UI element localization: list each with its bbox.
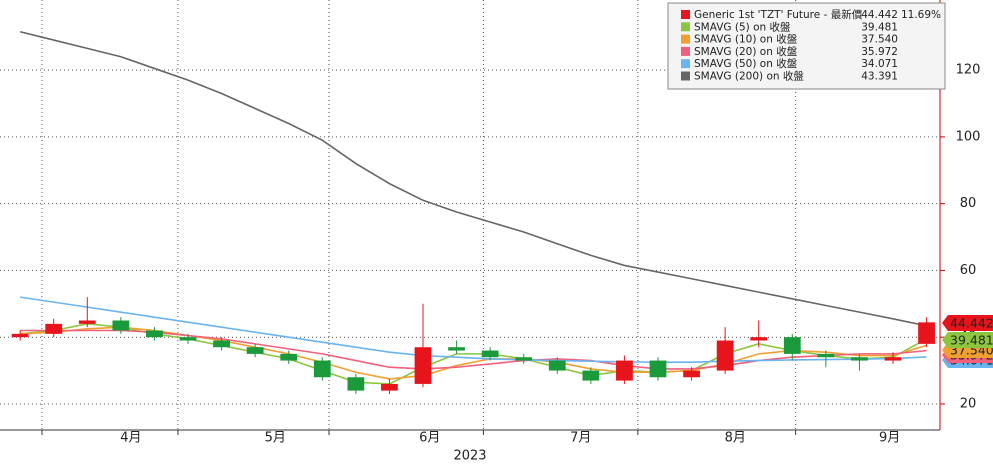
candle-body <box>347 377 365 391</box>
legend-value: 35.972 <box>861 46 898 58</box>
legend-value: 43.391 <box>861 71 898 83</box>
legend: Generic 1st 'TZT' Future - 最新價 44.442 11.6… <box>667 2 946 90</box>
candle-body <box>649 360 667 378</box>
y-tick-label: 60 <box>960 263 977 278</box>
candle-body <box>313 360 331 378</box>
x-tick-label: 9月 <box>879 431 900 446</box>
legend-name: SMAVG (200) on 收盤 <box>694 70 804 83</box>
candle-body <box>448 347 465 351</box>
x-tick-label: 5月 <box>265 431 286 446</box>
ma-line <box>20 329 927 370</box>
candle-body <box>750 337 768 341</box>
ma-line <box>20 326 927 380</box>
x-tick-label: 8月 <box>725 431 746 446</box>
candle-body <box>246 347 264 354</box>
x-tick-label: 4月 <box>120 431 141 446</box>
candle-body <box>280 353 298 361</box>
legend-name: SMAVG (20) on 收盤 <box>694 45 798 58</box>
candle-body <box>582 370 600 381</box>
candle-body <box>884 357 902 361</box>
candle-body <box>851 357 868 361</box>
candle-body <box>683 370 700 378</box>
candle-body <box>515 357 533 361</box>
candle-body <box>45 323 63 334</box>
legend-swatch <box>681 46 690 56</box>
candle-body <box>78 320 96 324</box>
ma-line <box>20 296 927 364</box>
price-tag <box>942 315 993 331</box>
x-tick-label: 7月 <box>570 431 591 446</box>
legend-swatch <box>681 71 690 81</box>
y-tick-label: 20 <box>960 396 977 411</box>
price-tag-label: 39.481 <box>950 333 993 348</box>
y-tick-label: 100 <box>956 129 981 144</box>
legend-swatch <box>681 10 690 19</box>
legend-box <box>667 2 946 90</box>
candle-body <box>918 322 935 344</box>
legend-value: 39.481 <box>861 21 898 33</box>
candle-body <box>213 340 230 348</box>
legend-change: 11.69% <box>901 9 941 21</box>
legend-name: SMAVG (50) on 收盤 <box>694 57 798 70</box>
candle-body <box>112 320 130 331</box>
price-tag <box>942 332 993 348</box>
candle-body <box>548 360 566 371</box>
candle-body <box>381 383 398 391</box>
legend-name: Generic 1st 'TZT' Future - 最新價 <box>694 8 863 21</box>
candle-body <box>179 337 197 341</box>
legend-value: 44.442 <box>861 9 898 21</box>
legend-swatch <box>681 22 690 32</box>
y-tick-label: 80 <box>960 196 977 211</box>
candle-body <box>481 350 499 358</box>
legend-name: SMAVG (10) on 收盤 <box>694 33 798 46</box>
candle-body <box>146 330 163 338</box>
candle-body <box>817 353 835 358</box>
candle-body <box>616 360 633 381</box>
x-axis-label: 2023 <box>453 449 486 464</box>
candle-body <box>716 340 734 371</box>
x-tick-label: 6月 <box>419 431 440 446</box>
candle-body <box>783 337 801 354</box>
legend-swatch <box>681 59 690 69</box>
candle-body <box>11 333 29 338</box>
candle-body <box>414 347 432 384</box>
y-tick-label: 120 <box>956 63 981 78</box>
legend-value: 37.540 <box>861 34 898 46</box>
ma-line <box>20 323 927 385</box>
legend-swatch <box>681 34 690 44</box>
legend-value: 34.071 <box>861 58 898 70</box>
price-tag-label: 44.442 <box>950 316 993 331</box>
ma-line <box>19 30 927 327</box>
legend-name: SMAVG (5) on 收盤 <box>694 20 791 33</box>
